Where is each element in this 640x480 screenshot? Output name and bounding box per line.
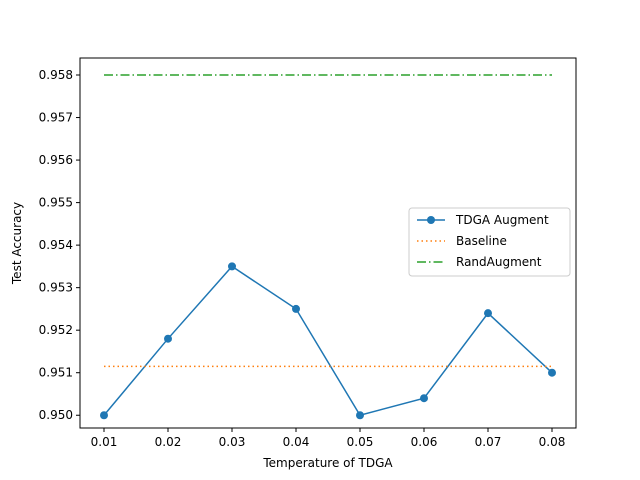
y-tick-label: 0.954	[39, 238, 73, 252]
y-tick-label: 0.955	[39, 196, 73, 210]
data-point	[420, 394, 428, 403]
data-point	[548, 368, 556, 377]
y-tick-label: 0.951	[39, 366, 73, 380]
x-tick-label: 0.01	[91, 435, 118, 449]
plot-frame	[79, 57, 577, 429]
x-tick-label: 0.04	[283, 435, 310, 449]
data-point	[100, 411, 108, 420]
series-line	[103, 265, 553, 417]
y-tick-label: 0.950	[39, 408, 73, 422]
x-axis-label: Temperature of TDGA	[262, 456, 393, 470]
data-point	[356, 411, 364, 420]
legend-label: Baseline	[456, 234, 507, 248]
x-tick-label: 0.02	[155, 435, 182, 449]
y-axis: 0.950 0.951 0.952 0.953 0.954 0.955 0.956 0.957…	[39, 68, 80, 422]
legend-marker	[427, 216, 435, 224]
x-tick-label: 0.06	[411, 435, 438, 449]
series-layer	[100, 74, 556, 420]
legend-label: RandAugment	[456, 255, 542, 269]
legend-label: TDGA Augment	[455, 213, 549, 227]
data-point	[228, 262, 236, 271]
y-tick-label: 0.958	[39, 68, 73, 82]
x-tick-label: 0.08	[539, 435, 566, 449]
legend-box	[408, 207, 571, 277]
x-tick-label: 0.03	[219, 435, 246, 449]
data-point	[484, 309, 492, 318]
y-tick-label: 0.957	[39, 111, 73, 125]
y-tick-label: 0.956	[39, 153, 73, 167]
legend: TDGA Augment Baseline RandAugment	[408, 207, 571, 277]
y-tick-label: 0.952	[39, 323, 73, 337]
data-point	[164, 334, 172, 343]
x-axis: 0.01 0.02 0.03 0.04 0.05 0.06 0.07 0.08	[91, 428, 566, 449]
x-tick-label: 0.07	[475, 435, 502, 449]
y-tick-label: 0.953	[39, 281, 73, 295]
x-tick-label: 0.05	[347, 435, 374, 449]
y-axis-label: Test Accuracy	[10, 202, 24, 285]
data-point	[292, 304, 300, 313]
